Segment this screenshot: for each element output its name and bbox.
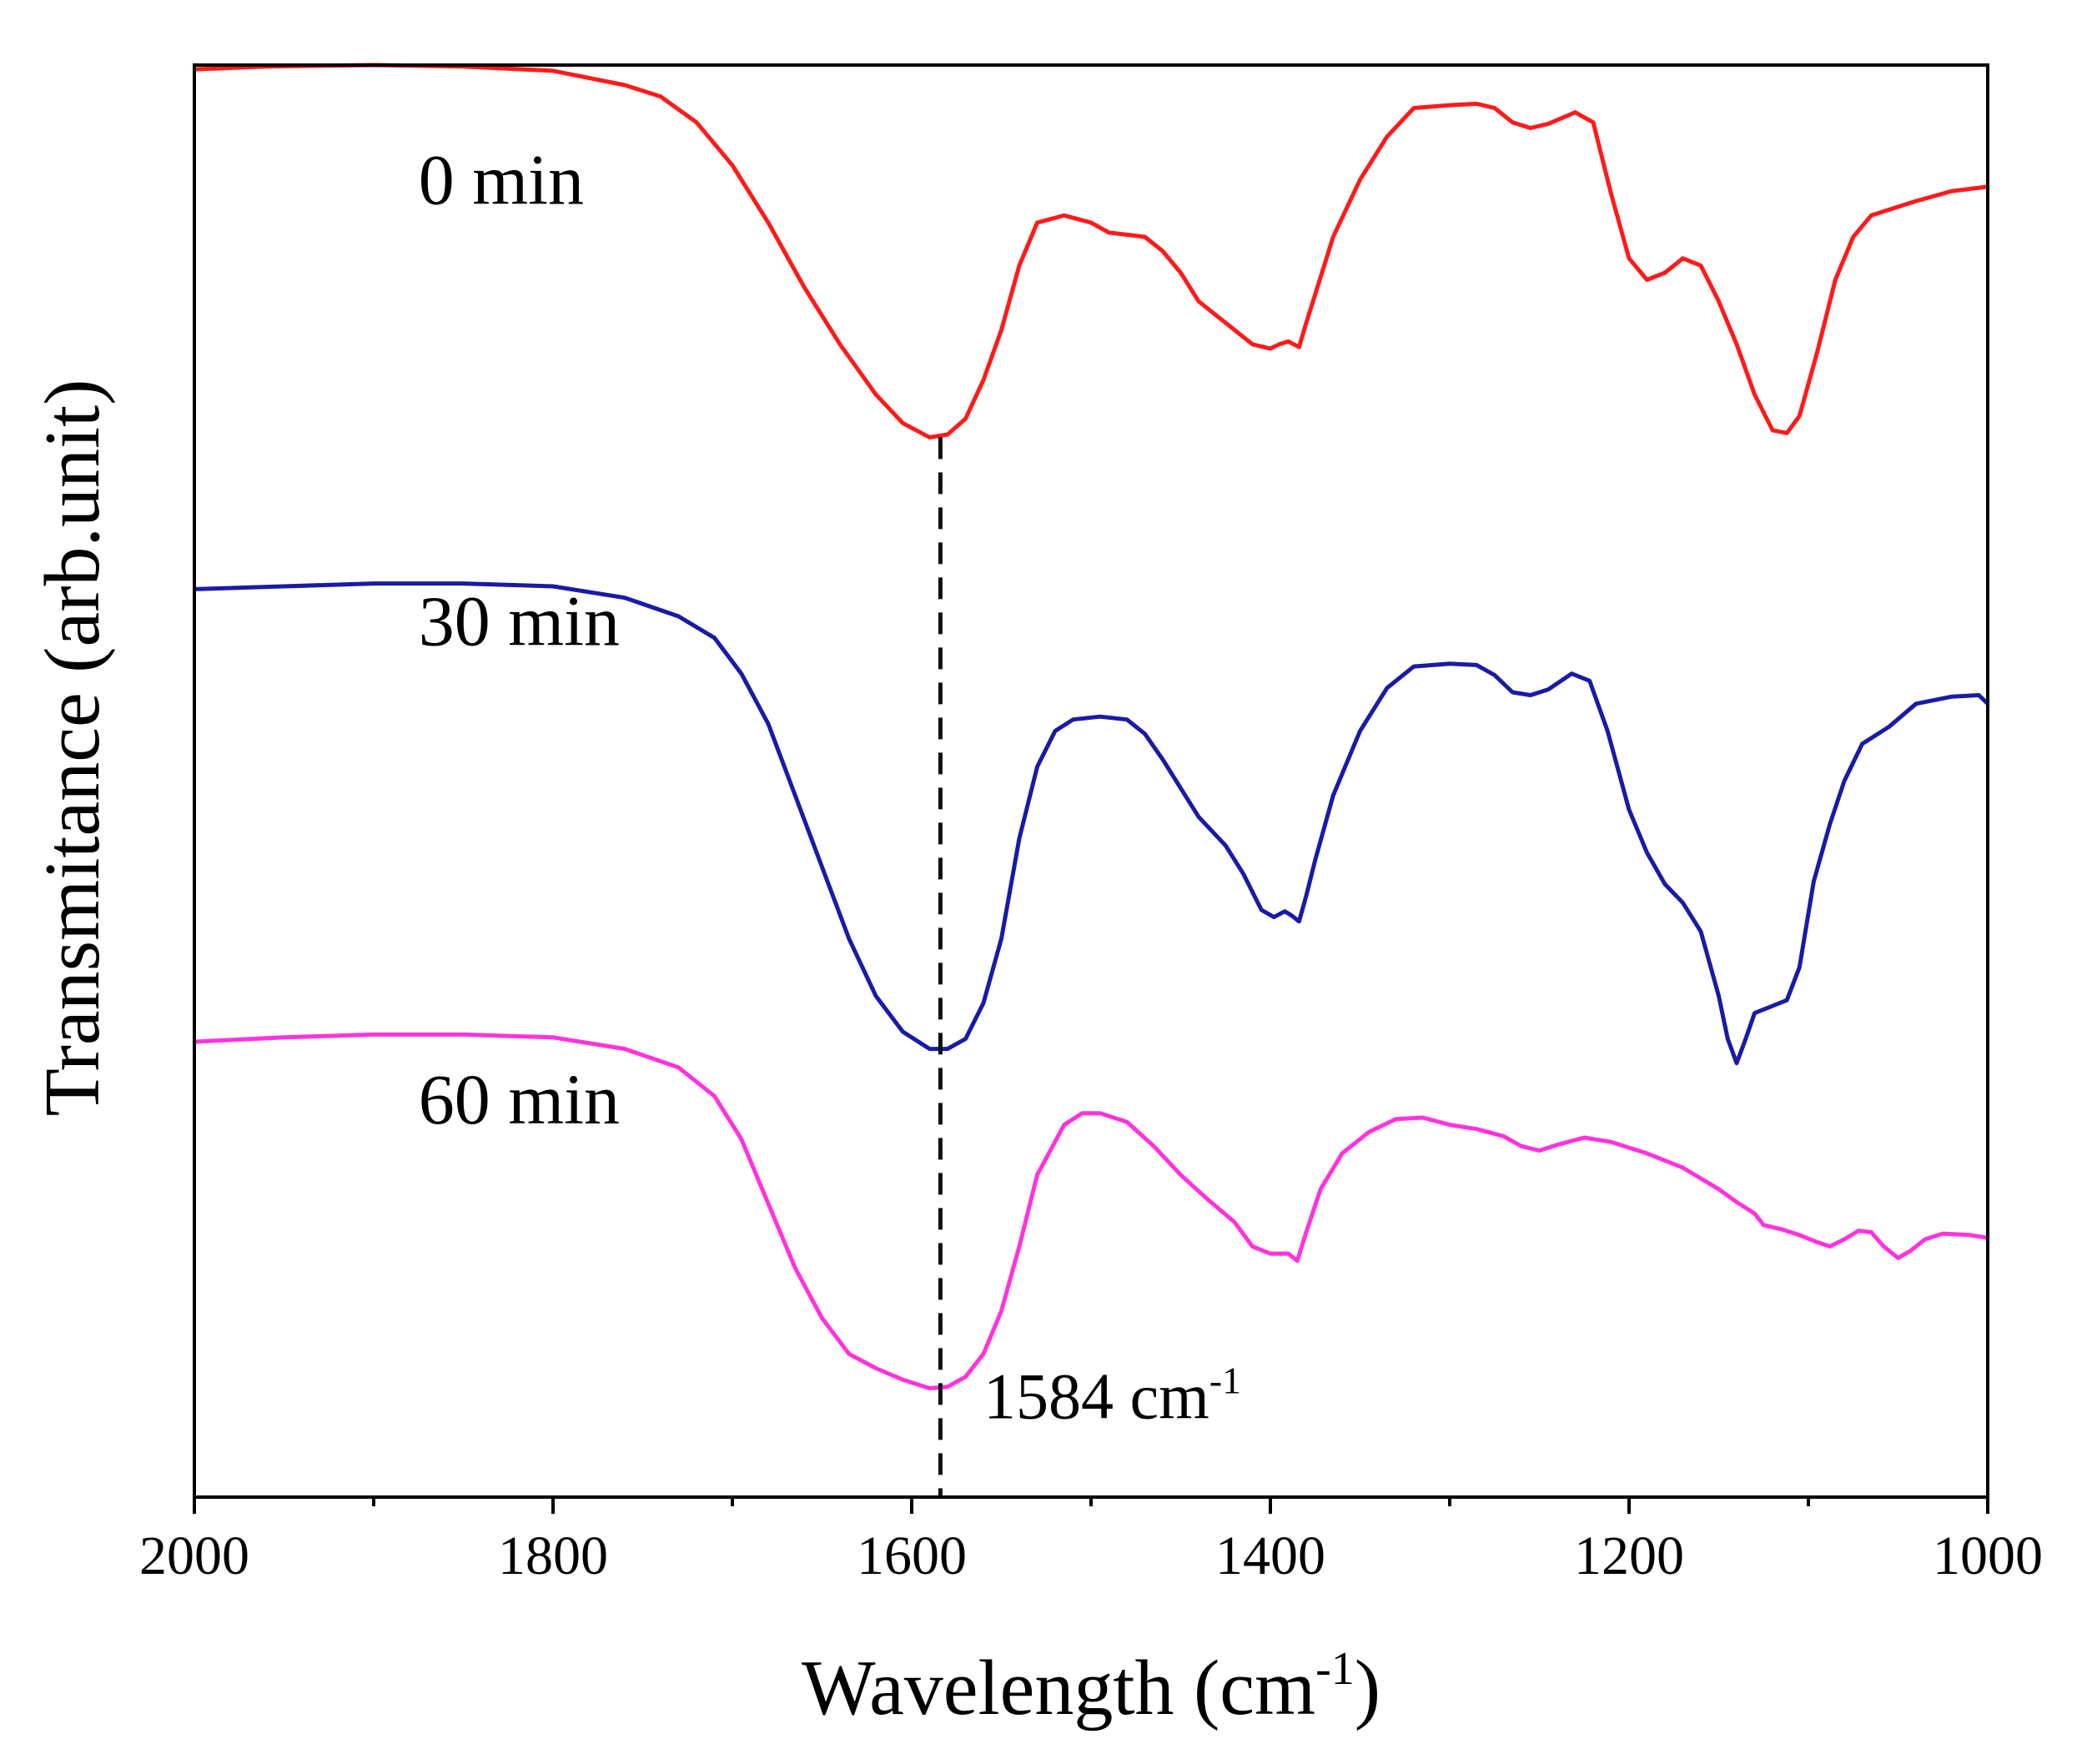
x-tick-label: 1200 — [1574, 1525, 1684, 1586]
annotation-label: 1584 cm-1 — [983, 1359, 1241, 1433]
series-line-0 — [194, 63, 1989, 440]
x-tick-label: 1800 — [498, 1525, 608, 1586]
series-labels: 0 min 30 min 60 min — [419, 140, 620, 1139]
series-line-2 — [194, 1032, 1989, 1390]
plot-lines — [194, 63, 1989, 1390]
x-tick-label: 1000 — [1933, 1525, 2043, 1586]
x-tick-label: 1400 — [1215, 1525, 1325, 1586]
x-axis-ticks: 2000 1800 1600 1400 1200 1000 — [139, 1497, 2043, 1586]
series-label-1: 30 min — [419, 580, 620, 661]
y-axis-label: Transmitance (arb.unit) — [29, 379, 116, 1116]
plot-frame — [193, 63, 1989, 1499]
series-label-0: 0 min — [419, 140, 584, 220]
x-tick-label: 2000 — [139, 1525, 249, 1586]
series-label-2: 60 min — [419, 1059, 620, 1139]
x-tick-label: 1600 — [857, 1525, 967, 1586]
series-line-1 — [194, 581, 1989, 1066]
x-axis-label: Wavelength (cm-1) — [802, 1643, 1380, 1731]
